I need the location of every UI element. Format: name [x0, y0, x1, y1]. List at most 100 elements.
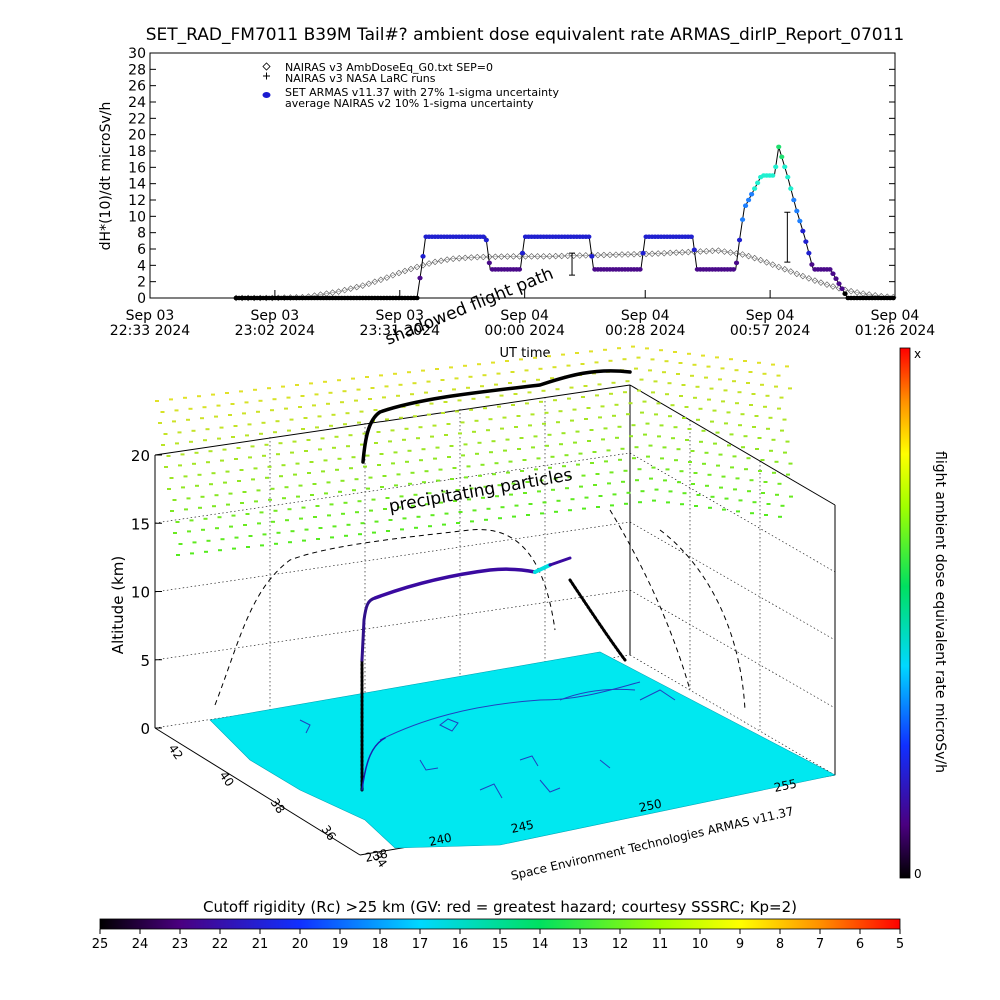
armas-point	[742, 203, 749, 209]
particle-mark	[222, 448, 227, 451]
armas-point	[486, 260, 492, 266]
particle-mark	[513, 393, 518, 395]
nairas-v3-point	[329, 289, 336, 296]
particle-mark	[399, 495, 404, 498]
particle-mark	[662, 371, 666, 374]
nairas-v3-point	[437, 257, 445, 265]
x-tick-label-time: 01:26 2024	[855, 323, 936, 339]
particle-mark	[351, 377, 355, 380]
particle-mark	[558, 410, 563, 413]
particle-mark	[545, 444, 549, 447]
particle-mark	[176, 554, 180, 556]
y-tick-label: 30	[128, 46, 146, 62]
y-tick-label: 6	[137, 242, 146, 258]
particle-mark	[357, 500, 362, 503]
nairas-v3-point	[407, 265, 415, 273]
x-tick-label-time: 23:02 2024	[235, 323, 316, 339]
particle-mark	[738, 499, 743, 502]
altitude-tick-label: 20	[131, 447, 150, 465]
particle-mark	[303, 417, 308, 419]
particle-mark	[691, 483, 695, 485]
nairas-v3-point	[492, 253, 499, 260]
particle-mark	[645, 347, 649, 350]
particle-mark	[559, 443, 563, 446]
particle-mark	[394, 484, 398, 487]
particle-mark	[204, 550, 208, 553]
y-tick-label: 14	[128, 177, 146, 193]
particle-mark	[648, 444, 653, 447]
particle-mark	[603, 427, 608, 430]
particle-mark	[718, 453, 723, 456]
particle-mark	[268, 498, 272, 501]
particle-mark	[332, 446, 336, 449]
armas-point	[890, 295, 896, 301]
particle-mark	[779, 396, 784, 399]
series-armas-line	[236, 146, 895, 299]
particle-mark	[292, 440, 297, 443]
particle-mark	[320, 437, 325, 440]
legend-entry-nasa-larc: NAIRAS v3 NASA LaRC runs	[285, 72, 436, 85]
particle-mark	[273, 431, 277, 434]
particle-mark	[766, 427, 770, 430]
particle-mark	[668, 415, 672, 418]
longitude-tick-label: 255	[773, 776, 798, 794]
particle-mark	[665, 468, 670, 471]
particle-mark	[399, 416, 403, 419]
armas-point	[791, 197, 797, 203]
particle-mark	[323, 459, 328, 462]
error-bar	[784, 211, 791, 263]
particle-mark	[348, 434, 353, 437]
nairas-v3-point	[582, 252, 590, 259]
nairas-v3-point	[377, 276, 385, 284]
particle-mark	[458, 432, 462, 435]
particle-mark	[186, 497, 191, 500]
particle-mark	[371, 498, 376, 501]
colorbar-tick-label: 11	[652, 937, 669, 952]
particle-mark	[617, 425, 622, 428]
particle-mark	[481, 496, 485, 499]
particle-mark	[161, 444, 165, 446]
particle-mark	[460, 421, 465, 424]
armas-point	[748, 191, 755, 197]
armas-point	[688, 234, 694, 240]
particle-mark	[383, 508, 387, 510]
particle-mark	[604, 460, 608, 463]
particle-mark	[298, 406, 302, 408]
particle-mark	[357, 421, 361, 424]
particle-mark	[523, 492, 527, 494]
particle-mark	[432, 424, 437, 427]
particle-mark	[679, 395, 683, 397]
particle-mark	[542, 422, 546, 425]
x-tick-label-time: 00:57 2024	[730, 323, 811, 339]
particle-mark	[721, 475, 726, 478]
particle-mark	[592, 451, 597, 453]
y-tick-label: 20	[128, 128, 146, 144]
nairas-v3-point	[413, 263, 421, 271]
y-tick-label: 26	[128, 79, 146, 95]
particle-mark	[178, 543, 183, 545]
particle-mark	[645, 422, 650, 425]
particle-mark	[231, 436, 235, 438]
particle-mark	[651, 391, 655, 394]
particle-mark	[245, 513, 250, 515]
particle-mark	[284, 407, 288, 410]
altitude-axis: 0 5 10 15 20	[131, 447, 162, 738]
particle-mark	[771, 363, 775, 366]
particle-mark	[673, 351, 677, 353]
particle-mark	[186, 418, 190, 421]
particle-mark	[234, 458, 238, 460]
particle-mark	[681, 384, 686, 386]
nairas-v3-point	[648, 250, 656, 258]
particle-mark	[505, 360, 509, 362]
particle-mark	[580, 363, 585, 365]
particle-mark	[289, 418, 294, 421]
latitude-tick-label: 38	[268, 796, 288, 817]
particle-mark	[652, 499, 656, 502]
particle-mark	[374, 442, 378, 444]
particle-mark	[589, 429, 594, 431]
particle-mark	[239, 390, 243, 393]
particle-mark	[211, 472, 216, 475]
particle-mark	[239, 469, 244, 471]
particle-mark	[281, 464, 286, 467]
particle-mark	[692, 363, 697, 366]
